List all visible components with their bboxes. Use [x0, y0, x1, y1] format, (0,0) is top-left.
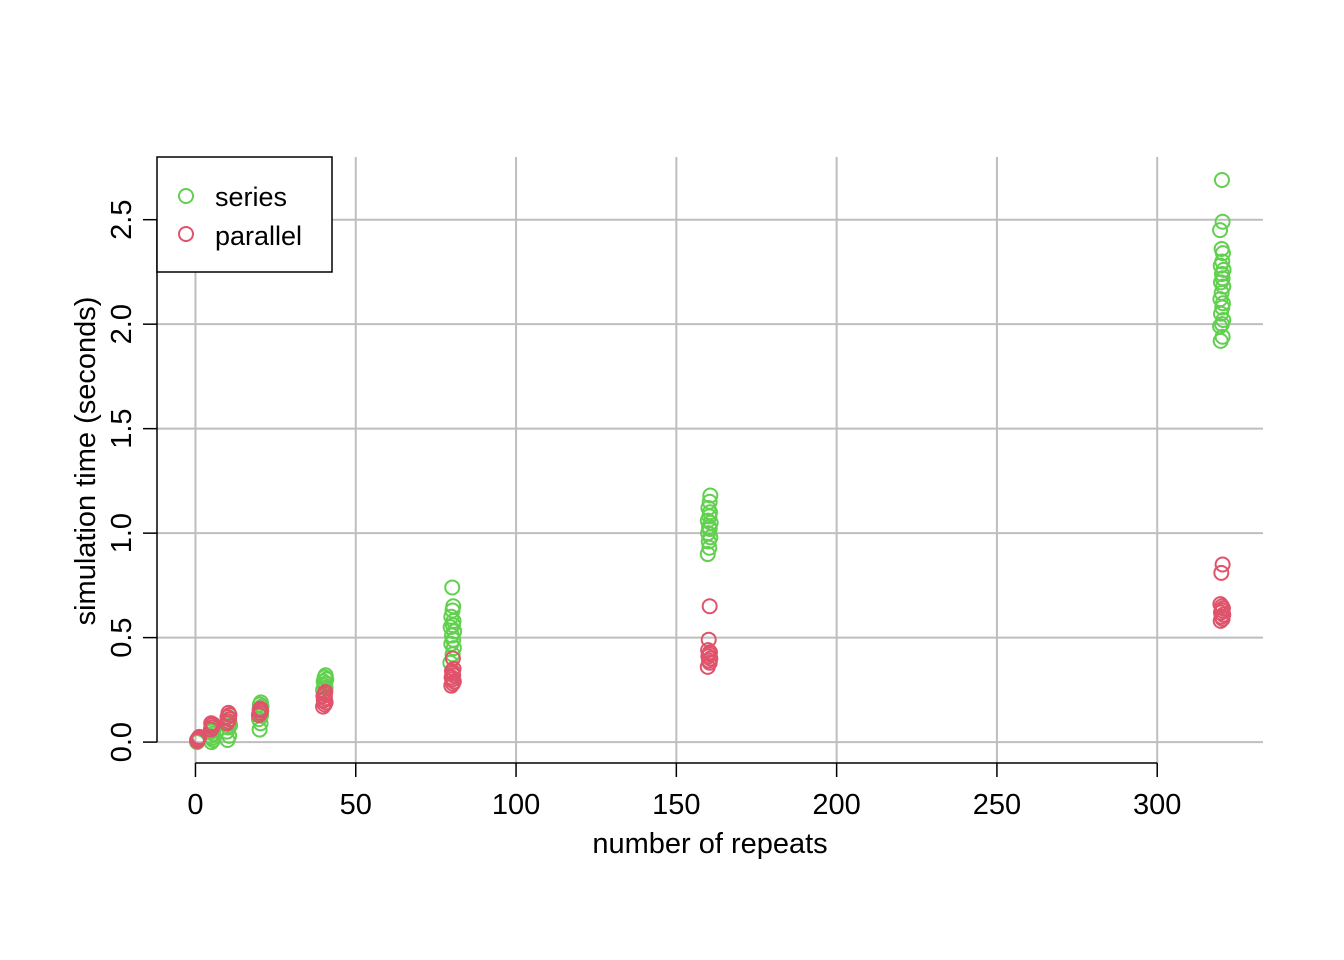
data-point-series: [445, 598, 462, 615]
data-point-series: [444, 579, 461, 596]
data-point-parallel: [443, 663, 460, 680]
data-point-parallel: [317, 683, 334, 700]
data-point-series: [702, 487, 719, 504]
data-point-parallel: [220, 704, 237, 721]
data-point-series: [1214, 328, 1231, 345]
y-tick-label: 2.0: [106, 304, 138, 344]
data-point-series: [1215, 261, 1232, 278]
data-point-series: [1213, 240, 1230, 257]
data-point-series: [1212, 222, 1229, 239]
data-point-parallel: [444, 650, 461, 667]
legend-marker-parallel: [178, 226, 194, 242]
data-point-parallel: [445, 660, 462, 677]
data-point-parallel: [1213, 598, 1230, 615]
y-tick-label: 0.5: [106, 617, 138, 657]
data-point-parallel: [1212, 596, 1229, 613]
data-point-parallel: [189, 733, 206, 750]
data-point-parallel: [1214, 556, 1231, 573]
y-tick-label: 1.5: [106, 408, 138, 448]
y-tick-label: 0.0: [106, 722, 138, 762]
data-point-series: [443, 608, 460, 625]
y-axis-label: simulation time (seconds): [70, 297, 102, 626]
axes: 0 50 100 150 200 250 300 0.0 0.5 1.0 1.5 2.0 2.5: [106, 200, 1181, 821]
data-point-series: [699, 546, 716, 563]
data-point-series: [701, 493, 718, 510]
data-point-parallel: [700, 631, 717, 648]
legend-label-series: series: [215, 182, 287, 212]
data-point-parallel: [252, 700, 269, 717]
x-tick-label: 150: [652, 789, 700, 821]
x-tick-label: 50: [340, 789, 372, 821]
data-point-series: [446, 623, 463, 640]
x-tick-label: 100: [492, 789, 540, 821]
legend-label-parallel: parallel: [215, 221, 302, 251]
x-tick-label: 0: [187, 789, 203, 821]
legend-marker-series: [178, 188, 194, 204]
y-tick-label: 1.0: [106, 513, 138, 553]
y-tick-label: 2.5: [106, 200, 138, 240]
data-point-parallel: [702, 644, 718, 661]
legend: series parallel: [156, 156, 333, 273]
legend-box: [156, 156, 333, 273]
data-point-series: [1214, 213, 1231, 230]
x-tick-label: 250: [973, 789, 1021, 821]
data-point-parallel: [700, 642, 717, 659]
data-point-series: [700, 500, 717, 517]
x-tick-label: 300: [1133, 789, 1181, 821]
data-points: [189, 171, 1232, 751]
data-point-series: [317, 667, 334, 684]
grid-lines: [157, 157, 1263, 763]
data-point-series: [1213, 171, 1230, 188]
data-point-parallel: [701, 598, 718, 615]
data-point-parallel: [1213, 564, 1230, 581]
data-point-series: [252, 694, 269, 711]
x-tick-label: 200: [812, 789, 860, 821]
data-point-parallel: [203, 715, 220, 732]
data-point-series: [1214, 253, 1231, 270]
x-axis-label: number of repeats: [592, 828, 827, 860]
